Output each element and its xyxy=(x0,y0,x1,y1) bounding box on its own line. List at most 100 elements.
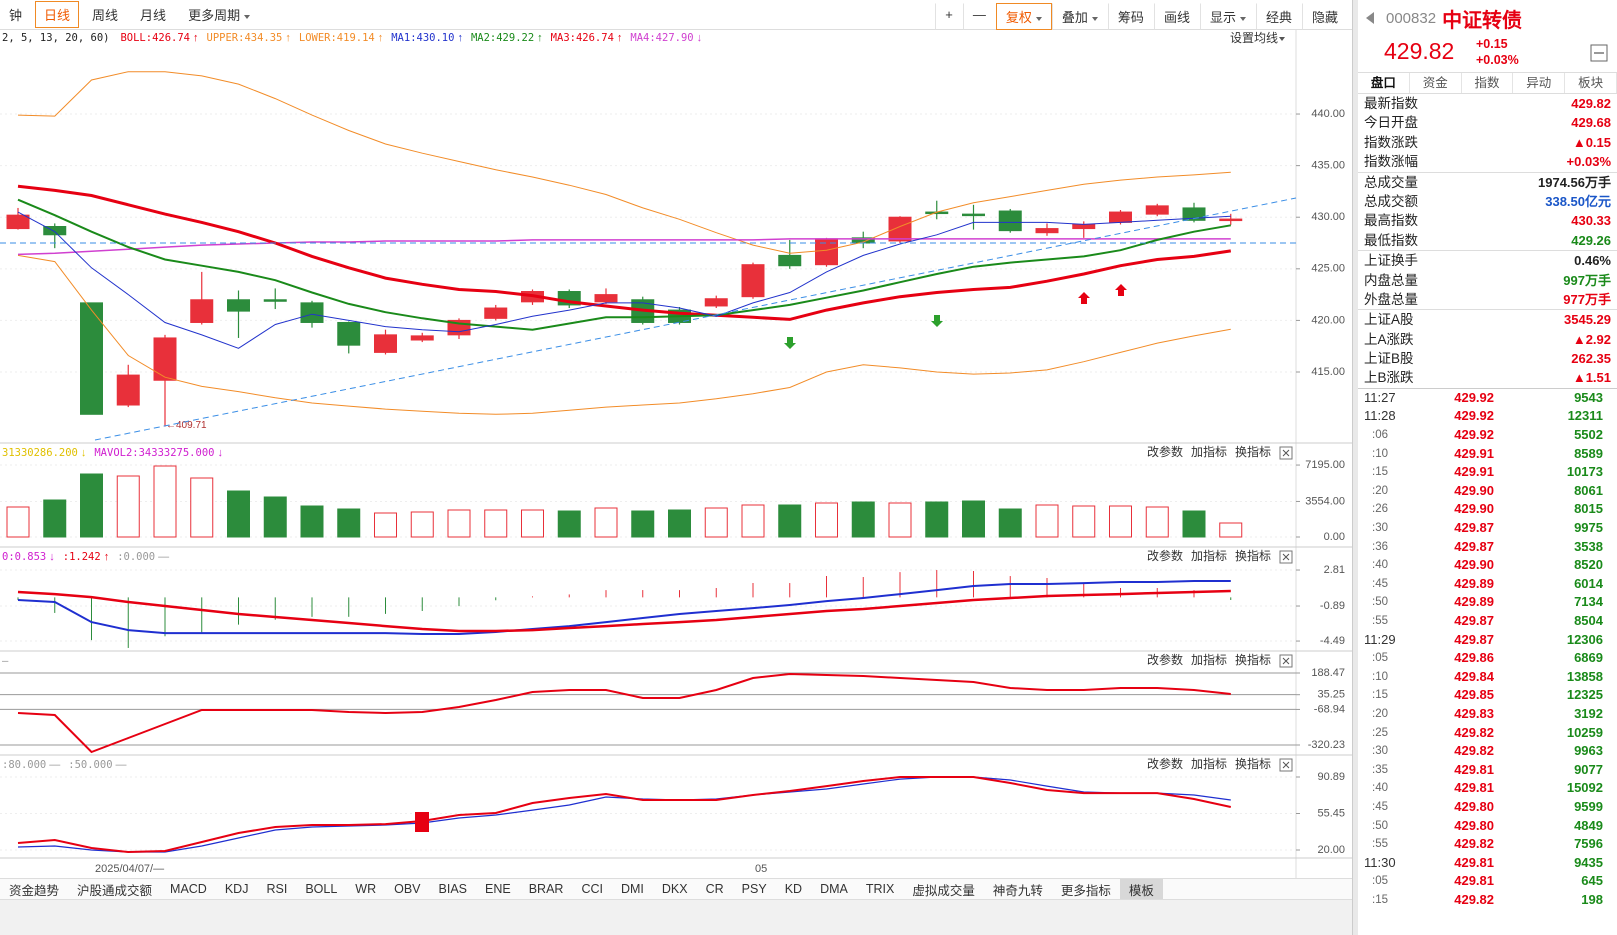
indicator-tab[interactable]: DMI xyxy=(620,882,644,896)
info-value: 262.35 xyxy=(1571,351,1611,367)
legend-text: MAVOL2:34333275.000 xyxy=(94,447,214,459)
info-label: 内盘总量 xyxy=(1364,272,1418,288)
tick-price: 429.90 xyxy=(1454,501,1494,517)
indicator-tab[interactable]: ENE xyxy=(485,882,511,896)
tool-button[interactable]: 经典 xyxy=(1255,3,1302,30)
panel-button[interactable]: 改参数 xyxy=(1147,548,1183,563)
tick-price: 429.81 xyxy=(1454,761,1494,777)
y-tick-label: 2.81 xyxy=(1324,564,1345,576)
panel-button[interactable]: 改参数 xyxy=(1147,756,1183,771)
indicator-tab[interactable]: 沪股通成交额 xyxy=(77,883,153,898)
back-arrow[interactable] xyxy=(1364,11,1376,25)
volume-bar xyxy=(668,509,691,538)
period-tab[interactable]: 周线 xyxy=(92,8,119,23)
tick-volume: 9975 xyxy=(1574,520,1603,536)
legend-text: MA4:427.90 xyxy=(630,32,693,44)
volume-bar xyxy=(521,509,544,538)
indicator-line xyxy=(17,776,1231,853)
tool-button[interactable]: 叠加 xyxy=(1051,3,1108,30)
indicator-tab[interactable]: BRAR xyxy=(528,882,564,896)
indicator-tab[interactable]: OBV xyxy=(394,882,421,896)
tool-button[interactable]: 显示 xyxy=(1199,3,1256,30)
quote-tab[interactable]: 盘口 xyxy=(1358,73,1410,93)
quote-tab[interactable]: 板块 xyxy=(1565,73,1617,93)
tick-time: :25 xyxy=(1372,726,1388,739)
tick-time: :10 xyxy=(1372,447,1388,460)
candle-body xyxy=(116,374,140,406)
panel-button[interactable]: 改参数 xyxy=(1147,444,1183,459)
legend-text: LOWER:419.14 xyxy=(299,32,375,44)
tool-button[interactable]: 筹码 xyxy=(1107,3,1154,30)
tool-button[interactable]: 画线 xyxy=(1153,3,1200,30)
tool-button[interactable]: 隐藏 xyxy=(1301,3,1348,30)
indicator-tab[interactable]: CR xyxy=(705,882,724,896)
indicator-tab[interactable]: WR xyxy=(355,882,377,896)
panel-button[interactable]: 加指标 xyxy=(1191,756,1227,771)
indicator-tab[interactable]: BIAS xyxy=(438,882,468,896)
indicator-tab[interactable]: 模板 xyxy=(1119,878,1163,900)
info-row: 上证换手 0.46% xyxy=(1358,251,1617,270)
panel-button[interactable]: 换指标 xyxy=(1235,652,1271,667)
panel-button[interactable]: 换指标 xyxy=(1235,756,1271,771)
collapse-button[interactable] xyxy=(1590,44,1608,62)
indicator-tab[interactable]: MACD xyxy=(170,882,207,896)
quote-info: 最新指数 429.82 今日开盘 429.68 指数涨跌 ▲0.15 指数涨幅 +0.03% 总… xyxy=(1358,94,1617,388)
tool-button[interactable]: 复权 xyxy=(995,3,1052,30)
kline-chart: 440.00 435.00 430.00 425.00 420.00 415.00 2, 5… xyxy=(0,30,1352,878)
quote-header: 000832 中证转债 xyxy=(1358,0,1617,36)
panel-button[interactable]: 换指标 xyxy=(1235,548,1271,563)
indicator-tab[interactable]: DKX xyxy=(661,882,688,896)
toolbar: 钟日线 周线 月线 更多周期 + — 复权 叠加 筹码 画线 显示 经典 隐藏 xyxy=(0,0,1352,30)
tick-price: 429.86 xyxy=(1454,650,1494,666)
period-tab[interactable]: 日线 xyxy=(35,1,80,28)
panel-button[interactable]: 改参数 xyxy=(1147,652,1183,667)
close-panel[interactable] xyxy=(1279,550,1293,564)
indicator-tab[interactable]: CCI xyxy=(581,882,603,896)
tool-button[interactable]: — xyxy=(962,3,996,30)
close-panel[interactable] xyxy=(1279,758,1293,772)
tick-row: :55 429.82 7596 xyxy=(1358,835,1617,854)
close-panel[interactable] xyxy=(1279,654,1293,668)
indicator-tab[interactable]: BOLL xyxy=(305,882,338,896)
indicator-tab[interactable]: PSY xyxy=(741,882,767,896)
period-tab[interactable]: 钟 xyxy=(9,8,23,23)
legend-text: :50.000 xyxy=(68,759,112,771)
tick-row: :55 429.87 8504 xyxy=(1358,612,1617,631)
quote-tab[interactable]: 指数 xyxy=(1462,73,1514,93)
splitter[interactable] xyxy=(1352,0,1358,935)
indicator-tab[interactable]: RSI xyxy=(266,882,288,896)
indicator-tab[interactable]: 更多指标 xyxy=(1060,883,1111,898)
tick-time: :55 xyxy=(1372,838,1388,851)
ma-settings[interactable]: 设置均线 xyxy=(1230,31,1278,45)
indicator-tab[interactable]: KDJ xyxy=(224,882,249,896)
quote-tab[interactable]: 异动 xyxy=(1513,73,1566,93)
panel-button[interactable]: 加指标 xyxy=(1191,652,1227,667)
candle-body xyxy=(962,213,985,217)
panel-button[interactable]: 加指标 xyxy=(1191,548,1227,563)
panel-button[interactable]: 换指标 xyxy=(1235,444,1271,459)
indicator-tab[interactable]: 虚拟成交量 xyxy=(912,883,975,898)
quote-tab[interactable]: 资金 xyxy=(1410,73,1462,93)
indicator-line xyxy=(17,580,1231,635)
indicator-tab[interactable]: DMA xyxy=(820,882,848,896)
indicator-tab[interactable]: 神奇九转 xyxy=(992,883,1043,898)
indicator-tab[interactable]: KD xyxy=(784,882,803,896)
indicator-tab[interactable]: 资金趋势 xyxy=(9,883,60,898)
volume-bar xyxy=(374,512,397,538)
tick-volume: 9077 xyxy=(1574,761,1603,777)
legend-text: :1.242 xyxy=(63,551,101,563)
indicator-tab[interactable]: TRIX xyxy=(865,882,895,896)
volume-bar xyxy=(962,500,985,538)
period-tab[interactable]: 更多周期 xyxy=(179,1,259,28)
panel-button[interactable]: 加指标 xyxy=(1191,444,1227,459)
tick-volume: 10259 xyxy=(1566,724,1603,740)
tick-volume: 9963 xyxy=(1574,743,1603,759)
period-tab[interactable]: 月线 xyxy=(140,8,167,23)
tool-button[interactable]: + xyxy=(935,3,963,30)
tick-price: 429.92 xyxy=(1454,427,1494,443)
close-cross xyxy=(1282,553,1290,561)
legend-arrow: — xyxy=(116,759,127,771)
tick-volume: 12325 xyxy=(1566,687,1603,703)
close-panel[interactable] xyxy=(1279,446,1293,460)
legend-arrow: ↑ xyxy=(457,32,463,44)
